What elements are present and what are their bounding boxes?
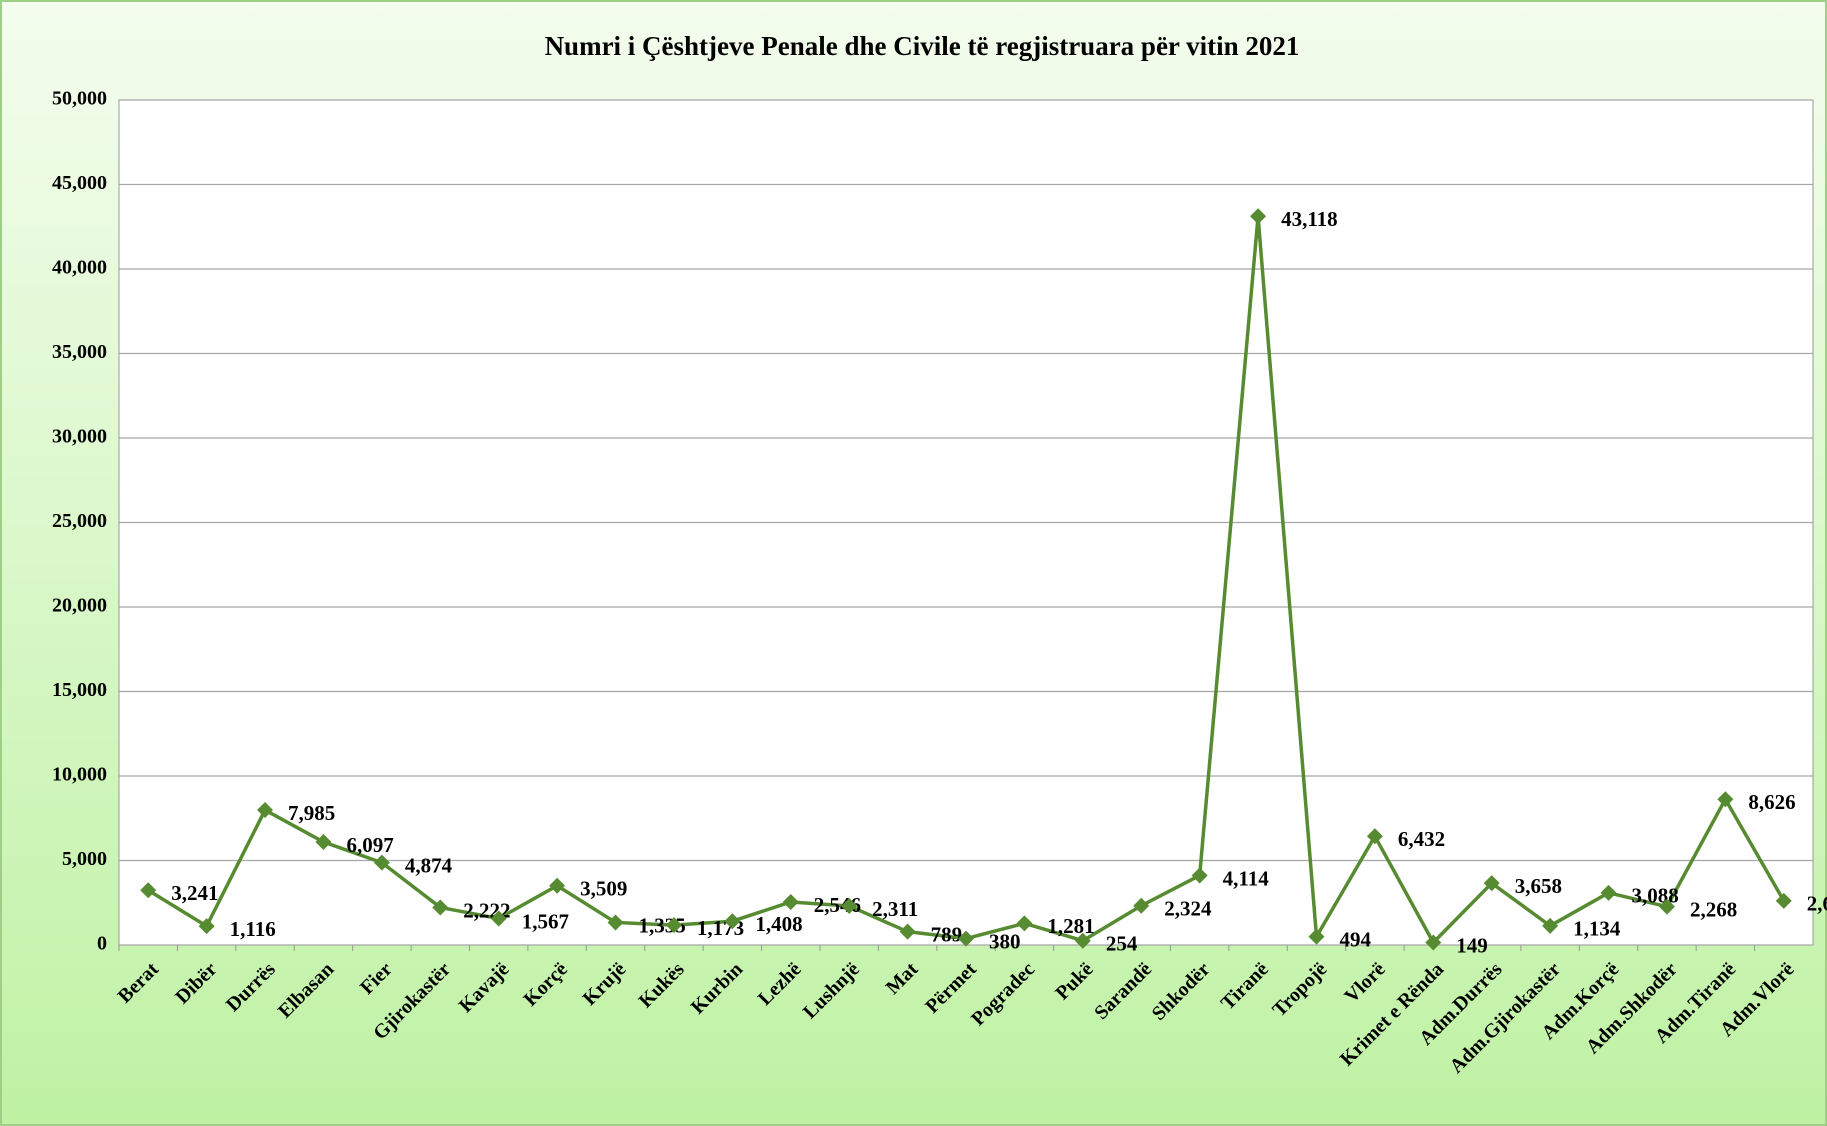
marker: [899, 923, 916, 940]
value-label: 380: [989, 929, 1021, 953]
marker: [1600, 884, 1617, 901]
marker: [607, 914, 624, 931]
y-tick-label: 35,000: [52, 341, 107, 363]
marker: [315, 833, 332, 850]
value-label: 4,114: [1223, 866, 1270, 890]
value-label: 6,432: [1398, 827, 1445, 851]
marker: [373, 854, 390, 871]
marker: [1191, 867, 1208, 884]
marker: [1250, 208, 1267, 225]
value-label: 7,985: [288, 801, 335, 825]
value-label: 1,281: [1047, 914, 1094, 938]
marker: [198, 918, 215, 935]
value-label: 1,567: [522, 909, 569, 933]
y-tick-label: 5,000: [62, 848, 107, 870]
value-label: 3,658: [1515, 874, 1562, 898]
marker: [782, 893, 799, 910]
marker: [1483, 875, 1500, 892]
marker: [1425, 934, 1442, 951]
marker: [665, 917, 682, 934]
value-label: 8,626: [1748, 790, 1795, 814]
value-label: 2,613: [1807, 892, 1827, 916]
marker: [1366, 828, 1383, 845]
marker: [490, 910, 507, 927]
marker: [1016, 915, 1033, 932]
value-label: 149: [1456, 933, 1488, 957]
marker: [1658, 898, 1675, 915]
value-label: 4,874: [405, 853, 453, 877]
value-label: 1,408: [755, 912, 802, 936]
value-label: 254: [1106, 932, 1138, 956]
value-label: 494: [1339, 927, 1371, 951]
y-tick-label: 10,000: [52, 764, 107, 786]
value-label: 789: [931, 922, 963, 946]
marker: [1133, 897, 1150, 914]
marker: [549, 877, 566, 894]
y-tick-label: 20,000: [52, 595, 107, 617]
y-tick-label: 0: [97, 933, 107, 955]
y-tick-label: 15,000: [52, 679, 107, 701]
value-label: 2,324: [1164, 897, 1212, 921]
value-label: 1,116: [230, 917, 276, 941]
marker: [724, 913, 741, 930]
marker: [1775, 892, 1792, 909]
y-tick-label: 45,000: [52, 172, 107, 194]
y-tick-label: 40,000: [52, 257, 107, 279]
marker: [1542, 917, 1559, 934]
chart-title: Numri i Çështjeve Penale dhe Civile të r…: [545, 31, 1300, 61]
y-tick-label: 25,000: [52, 510, 107, 532]
marker: [140, 882, 157, 899]
marker: [958, 930, 974, 947]
value-label: 3,509: [580, 877, 627, 901]
y-tick-label: 30,000: [52, 426, 107, 448]
value-label: 1,134: [1573, 917, 1621, 941]
marker: [432, 899, 449, 916]
y-tick-label: 50,000: [52, 88, 107, 110]
marker: [1308, 928, 1325, 945]
marker: [257, 802, 274, 819]
value-label: 3,241: [171, 881, 218, 905]
marker: [841, 897, 858, 914]
value-label: 43,118: [1281, 207, 1338, 231]
marker: [1074, 932, 1091, 949]
marker: [1717, 791, 1734, 808]
value-label: 2,311: [872, 897, 918, 921]
value-label: 6,097: [346, 833, 393, 857]
value-label: 2,268: [1690, 897, 1737, 921]
